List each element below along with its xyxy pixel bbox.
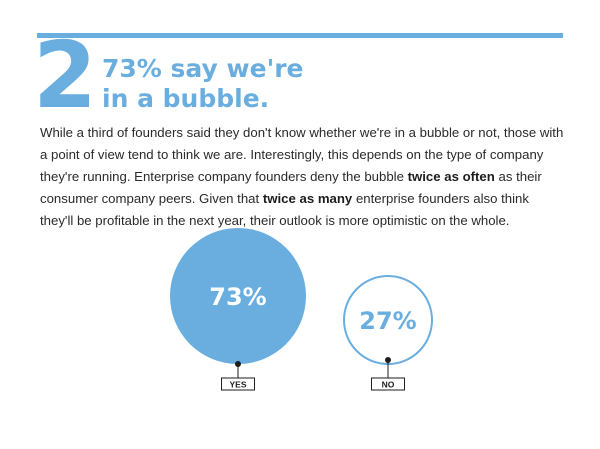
body-text-3: enterprise founders also think they'll b… — [40, 191, 529, 228]
category-label: YES — [229, 380, 246, 390]
category-label-box — [371, 377, 405, 391]
body-paragraph: While a third of founders said they don'… — [40, 122, 564, 232]
bubble-value-label: 27% — [359, 307, 416, 335]
category-label-box — [221, 377, 255, 391]
body-text-2: as their consumer company peers. Given t… — [40, 169, 542, 206]
body-bold-1: twice as often — [407, 169, 495, 184]
bubble-yes — [170, 228, 306, 364]
body-bold-2: twice as many — [262, 191, 353, 206]
section-headline: 73% say we're in a bubble. — [102, 54, 304, 114]
bubble-value-label: 73% — [209, 283, 266, 311]
body-text-1: While a third of founders said they don'… — [40, 125, 564, 184]
top-rule — [37, 33, 563, 38]
headline-line-1: 73% say we're — [102, 54, 304, 83]
section-number: 2 — [33, 22, 97, 129]
headline-line-2: in a bubble. — [102, 84, 270, 113]
category-label: NO — [382, 380, 395, 390]
